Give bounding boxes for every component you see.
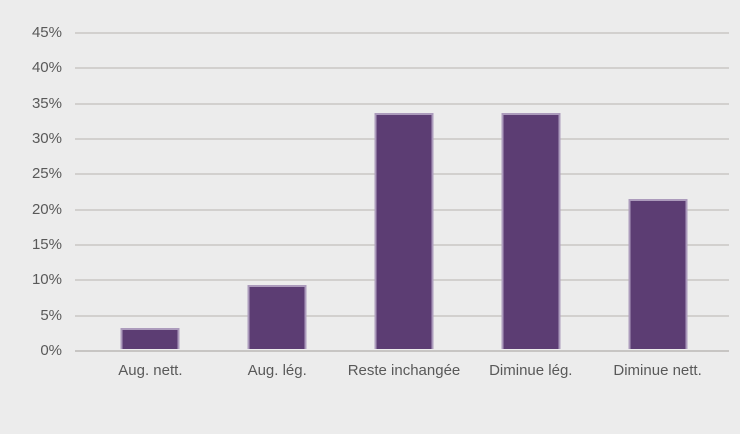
bar-3 (501, 113, 561, 349)
y-axis-label: 10% (31, 271, 62, 289)
bar-2 (374, 113, 434, 349)
x-axis-label: Aug. lég. (247, 362, 307, 379)
x-axis-label: Aug. nett. (118, 362, 183, 379)
y-axis-label: 20% (31, 200, 62, 218)
bar-0 (120, 327, 180, 349)
bar-slot (87, 33, 214, 351)
y-axis-label: 35% (31, 94, 62, 112)
bar-4 (628, 199, 688, 349)
y-axis-label: 30% (31, 130, 62, 147)
x-axis: Aug. nett. Aug. lég. Reste inchangée Diminu… (87, 361, 721, 381)
bar-slot (214, 33, 341, 351)
y-axis-label: 15% (31, 236, 62, 253)
y-axis-label: 0% (40, 342, 62, 359)
bar-1 (247, 284, 307, 349)
x-axis-label: Diminue nett. (613, 362, 702, 379)
gridline-45 (75, 32, 729, 34)
bars-band (87, 33, 721, 351)
x-axis-label: Reste inchangée (347, 362, 461, 379)
y-axis: 0% 5% 10% 15% 20% 25% 30% 35% 40% 45% (0, 24, 62, 359)
gridline-0 (75, 350, 729, 352)
y-axis-label: 45% (31, 24, 62, 41)
bar-slot (341, 33, 468, 351)
y-axis-label: 25% (31, 165, 62, 183)
gridline-40 (75, 67, 729, 70)
plot-area (75, 32, 729, 352)
bar-slot (594, 33, 721, 351)
y-axis-label: 40% (31, 59, 62, 77)
x-axis-label: Diminue lég. (489, 362, 573, 379)
gridline-35 (75, 102, 729, 105)
y-axis-label: 5% (40, 306, 62, 324)
bar-slot (467, 33, 594, 351)
